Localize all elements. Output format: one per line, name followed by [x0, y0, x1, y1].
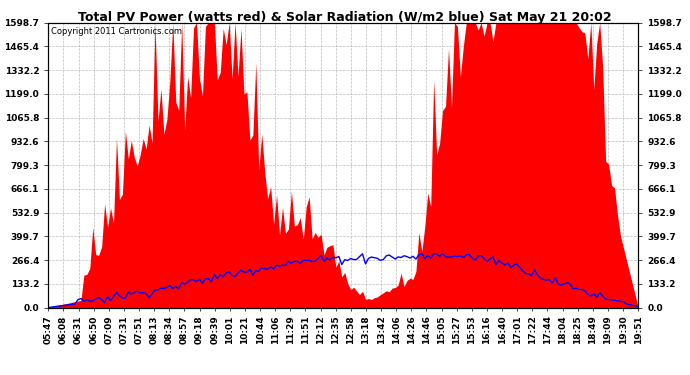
Text: Copyright 2011 Cartronics.com: Copyright 2011 Cartronics.com: [51, 27, 182, 36]
Text: Total PV Power (watts red) & Solar Radiation (W/m2 blue) Sat May 21 20:02: Total PV Power (watts red) & Solar Radia…: [78, 11, 612, 24]
